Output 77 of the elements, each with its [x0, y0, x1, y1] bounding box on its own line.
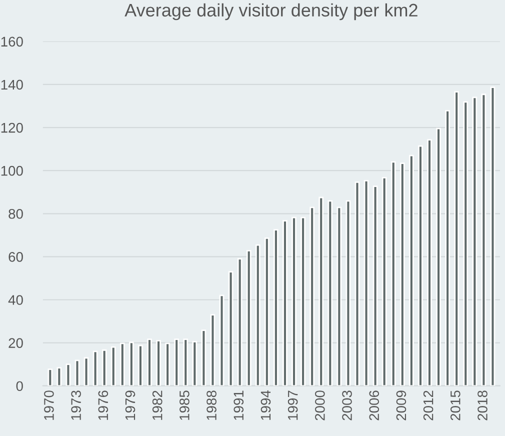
x-tick-label: 2006: [369, 390, 380, 420]
bar: [237, 258, 242, 386]
x-tick-label: 1985: [180, 390, 190, 420]
bar: [138, 344, 143, 386]
y-tick-label: 40: [8, 295, 23, 305]
bar: [418, 145, 423, 386]
bar: [436, 128, 441, 386]
bar: [183, 338, 188, 386]
bar: [346, 200, 351, 386]
x-tick-label: 1976: [98, 390, 108, 420]
y-tick-label: 20: [8, 338, 23, 348]
bar: [84, 357, 89, 386]
bar: [74, 360, 80, 386]
x-tick-label: 1979: [125, 390, 136, 420]
x-tick-label: 2012: [423, 390, 434, 420]
bar: [481, 94, 486, 386]
bar: [282, 220, 288, 386]
x-tick-label: 2000: [315, 390, 325, 420]
bar: [490, 86, 496, 386]
bar: [300, 216, 306, 386]
bar: [409, 154, 414, 386]
bar: [192, 341, 198, 386]
bar: [228, 271, 234, 386]
x-tick-label: 1973: [71, 390, 81, 420]
bar: [48, 368, 53, 386]
bar: [354, 182, 360, 386]
y-tick-label: 0: [16, 381, 23, 392]
bar: [210, 314, 216, 386]
bar: [201, 330, 206, 386]
bar: [390, 161, 396, 386]
x-tick-label: 2018: [478, 390, 488, 420]
bar: [110, 346, 116, 386]
x-tick-label: 2009: [396, 390, 406, 420]
bar: [255, 244, 260, 386]
y-tick-label: 60: [8, 252, 23, 262]
chart-title: Average daily visitor density per km2: [124, 3, 418, 20]
y-tick-label: 160: [1, 36, 23, 47]
x-tick-label: 1997: [288, 390, 298, 420]
bar: [66, 364, 71, 386]
x-tick-label: 1982: [152, 390, 162, 420]
x-tick-label: 1988: [206, 390, 216, 420]
bar: [336, 206, 342, 386]
x-tick-label: 1970: [44, 390, 54, 420]
bar: [292, 216, 296, 386]
bar: [318, 196, 324, 386]
x-tick-label: 1991: [234, 390, 244, 420]
bar: [463, 101, 468, 386]
bar: [472, 96, 478, 386]
x-tick-label: 2003: [342, 390, 352, 420]
bar: [264, 237, 270, 386]
bar: [445, 110, 450, 386]
bar: [219, 294, 224, 386]
bar: [382, 176, 387, 386]
x-tick-label: 1994: [260, 390, 271, 420]
bar: [454, 91, 460, 386]
bar: [364, 180, 369, 386]
bar: [92, 350, 98, 386]
bar: [120, 342, 125, 386]
bar: [56, 367, 62, 386]
bar: [427, 139, 432, 386]
bar: [102, 349, 107, 386]
x-tick-label: 2015: [450, 390, 460, 420]
bar: [328, 200, 333, 386]
bar: [400, 162, 405, 386]
bar: [165, 342, 170, 386]
y-tick-label: 140: [1, 80, 23, 90]
bar: [310, 206, 314, 386]
y-tick-label: 100: [1, 166, 23, 176]
bar: [274, 229, 278, 386]
bar: [174, 338, 180, 386]
bar: [129, 342, 134, 386]
bar: [156, 340, 161, 386]
y-tick-label: 80: [8, 208, 23, 219]
bar: [372, 186, 378, 386]
bar: [147, 338, 152, 386]
y-tick-label: 120: [1, 122, 23, 133]
bar: [246, 250, 252, 386]
